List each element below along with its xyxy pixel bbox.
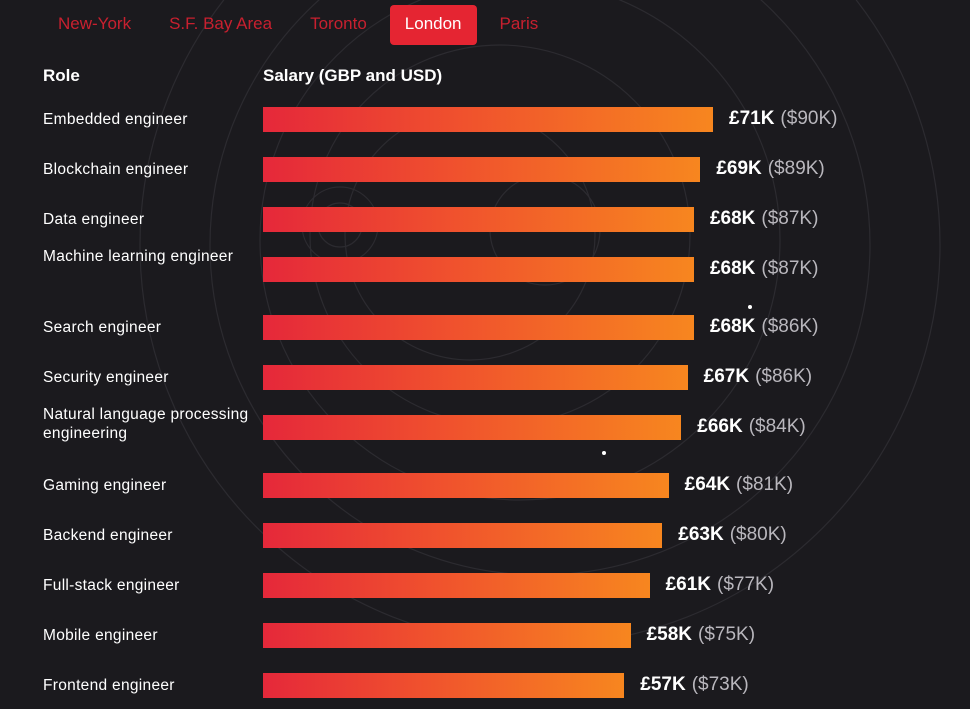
decorative-dot [748, 305, 752, 309]
usd-value: ($80K) [729, 524, 787, 545]
gbp-value: £64K [684, 474, 731, 495]
salary-value-label: £68K ($87K) [710, 206, 818, 231]
salary-bar [263, 623, 631, 648]
usd-value: ($77K) [717, 574, 775, 595]
tab-new-york[interactable]: New-York [58, 14, 132, 33]
salary-value-label: £68K ($86K) [710, 314, 818, 339]
role-label: Search engineer [43, 319, 162, 336]
usd-value: ($86K) [761, 316, 819, 337]
gbp-value: £63K [678, 524, 724, 545]
salary-value-label: £61K ($77K) [666, 572, 774, 597]
role-label: Frontend engineer [43, 677, 175, 694]
salary-bar [263, 523, 663, 548]
salary-value-label: £67K ($86K) [704, 364, 812, 389]
salary-bar [263, 315, 694, 340]
usd-value: ($90K) [780, 108, 838, 129]
role-label: Machine learning engineer [43, 248, 234, 265]
salary-bar [263, 157, 701, 182]
gbp-value: £67K [703, 366, 750, 387]
tab-paris[interactable]: Paris [499, 14, 539, 33]
salary-value-label: £66K ($84K) [697, 414, 805, 439]
usd-value: ($73K) [691, 674, 749, 695]
salary-bar [263, 257, 694, 282]
salary-value-label: £71K ($90K) [729, 106, 837, 131]
gbp-value: £57K [640, 674, 686, 695]
salary-bar [263, 473, 669, 498]
gbp-value: £58K [646, 624, 693, 645]
salary-bar [263, 365, 688, 390]
gbp-value: £68K [709, 258, 756, 279]
salary-bar [263, 673, 625, 698]
salary-value-label: £68K ($87K) [710, 256, 818, 281]
salary-value-label: £69K ($89K) [716, 156, 824, 181]
salary-bar [263, 207, 694, 232]
tab-toronto[interactable]: Toronto [310, 14, 367, 33]
decorative-dot [602, 451, 606, 455]
role-label: Data engineer [43, 211, 145, 228]
usd-value: ($86K) [755, 366, 813, 387]
gbp-value: £68K [709, 208, 756, 229]
salary-value-label: £57K ($73K) [640, 672, 748, 697]
usd-value: ($75K) [698, 624, 756, 645]
salary-bar [263, 415, 682, 440]
role-label: Mobile engineer [43, 627, 158, 644]
gbp-value: £66K [697, 416, 743, 437]
role-label: Blockchain engineer [43, 161, 189, 178]
role-label: Security engineer [43, 369, 169, 386]
role-label: Gaming engineer [43, 477, 167, 494]
salary-bar [263, 107, 713, 132]
role-column-header: Role [43, 66, 80, 85]
gbp-value: £71K [729, 108, 775, 129]
gbp-value: £68K [709, 316, 756, 337]
city-tabs: New-York S.F. Bay Area Toronto London Paris [43, 5, 561, 45]
role-label: Full-stack engineer [43, 577, 180, 594]
salary-value-label: £64K ($81K) [685, 472, 793, 497]
salary-value-label: £63K ($80K) [678, 522, 786, 547]
usd-value: ($84K) [748, 416, 806, 437]
role-label: Backend engineer [43, 527, 173, 544]
gbp-value: £69K [716, 158, 762, 179]
salary-value-label: £58K ($75K) [647, 622, 755, 647]
role-label: Embedded engineer [43, 111, 188, 128]
role-label: Natural language processing engineering [43, 406, 249, 442]
tab-s-f-bay-area[interactable]: S.F. Bay Area [169, 14, 273, 33]
salary-column-header: Salary (GBP and USD) [263, 66, 443, 85]
usd-value: ($89K) [767, 158, 825, 179]
gbp-value: £61K [665, 574, 712, 595]
tab-london[interactable]: London [389, 5, 477, 45]
salary-bar [263, 573, 650, 598]
usd-value: ($87K) [761, 208, 819, 229]
usd-value: ($81K) [736, 474, 794, 495]
usd-value: ($87K) [761, 258, 819, 279]
